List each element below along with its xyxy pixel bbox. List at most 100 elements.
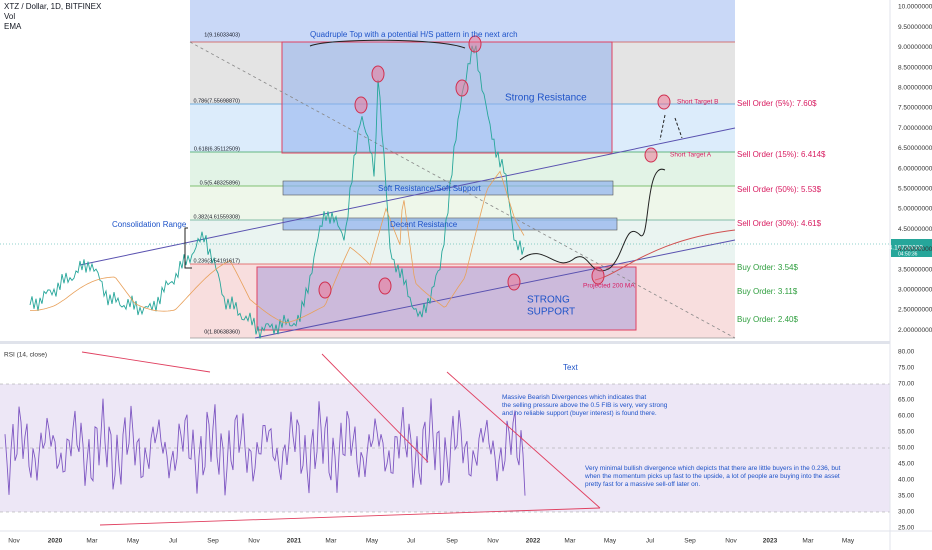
time-label: Nov (725, 538, 737, 545)
order: Sell Order (50%): 5.53$ (737, 185, 822, 194)
price-label: 3.50000000 (898, 266, 932, 273)
symbol: XTZ / Dollar, 1D, BITFINEX (4, 2, 102, 11)
time-label: Mar (564, 538, 576, 545)
fib-band (190, 0, 735, 42)
annotation: Quadruple Top with a potential H/S patte… (310, 30, 518, 39)
annotation: STRONG (527, 295, 570, 306)
current-price: 4.19730000 (889, 245, 924, 252)
price-label: 4.00000000 (898, 246, 932, 253)
note-line: Massive Bearish Divergences which indica… (502, 394, 646, 401)
time-label: 2021 (287, 538, 302, 545)
note-line: pretty fast for a massive sell-off later… (585, 481, 700, 488)
resistance-box (281, 41, 613, 154)
rsi-label: 55.00 (898, 429, 915, 436)
time-label: 2020 (48, 538, 63, 545)
order: Buy Order: 2.40$ (737, 315, 798, 324)
rsi-label: 80.00 (898, 349, 915, 356)
price-label: 6.00000000 (898, 165, 932, 172)
price-candles (29, 45, 525, 339)
order: Sell Order (15%): 6.414$ (737, 150, 826, 159)
fib-label: 1(9.16033403) (204, 32, 240, 38)
price-label: 3.00000000 (898, 287, 932, 294)
fib-label: 0.382(4.61559308) (194, 214, 241, 220)
annotation: Short Target A (670, 152, 712, 159)
annotation: SUPPORT (527, 307, 575, 318)
rsi-label: 60.00 (898, 413, 915, 420)
indicator: Vol (4, 12, 15, 21)
fib-label: 0.786(7.55698870) (194, 98, 241, 104)
price-label: 9.50000000 (898, 24, 932, 31)
time-label: Mar (325, 538, 337, 545)
time-label: May (842, 538, 855, 545)
rsi-label: 30.00 (898, 509, 915, 516)
time-label: May (127, 538, 140, 545)
time-label: May (604, 538, 617, 545)
indicator: EMA (4, 22, 22, 31)
annotation: Text (563, 363, 578, 372)
ema (30, 170, 525, 324)
time-label: 2023 (763, 538, 778, 545)
bracket (184, 227, 192, 269)
rsi-levels (0, 383, 890, 513)
price-label: 7.00000000 (898, 125, 932, 132)
note: Very minimal bullish divergence which de… (584, 465, 841, 488)
time-label: Sep (207, 538, 219, 545)
divergence-lines (81, 351, 601, 526)
price-label: 10.00000000 (898, 4, 932, 11)
note-line: when the momentum picks up fast to the u… (584, 473, 840, 480)
rsi-title: RSI (14, close) (4, 352, 47, 359)
rsi-label: 25.00 (898, 525, 915, 532)
time-label: Mar (802, 538, 814, 545)
note-line: Very minimal bullish divergence which de… (585, 465, 841, 472)
rsi-label: 65.00 (898, 397, 915, 404)
price-label: 6.50000000 (898, 145, 932, 152)
time-label: Jul (407, 538, 416, 545)
price-label: 7.50000000 (898, 105, 932, 112)
price-label: 8.50000000 (898, 64, 932, 71)
annotation: Soft Resistance/Soft Support (378, 184, 482, 193)
rsi-label: 45.00 (898, 461, 915, 468)
price-label: 2.00000000 (898, 327, 932, 334)
annotation: Short Target B (677, 99, 718, 106)
diagonal (189, 41, 736, 339)
time-label: Sep (446, 538, 458, 545)
time-label: May (366, 538, 379, 545)
fib-band (190, 152, 735, 186)
channel-bottom (254, 239, 736, 339)
fib-label: 0(1.80638360) (204, 329, 240, 335)
countdown: 04:50:36 (898, 251, 918, 257)
rsi-line (4, 398, 526, 496)
fib-label: 0.618(6.35112509) (194, 146, 240, 152)
fib-label: 0.5(5.48325896) (200, 180, 241, 186)
bracket (309, 39, 466, 49)
rsi-label: 50.00 (898, 445, 915, 452)
annotation: Decent Resistance (390, 220, 458, 229)
time-label: Jul (169, 538, 178, 545)
order: Sell Order (5%): 7.60$ (737, 99, 817, 108)
price-label: 2.50000000 (898, 307, 932, 314)
price-label: 4.50000000 (898, 226, 932, 233)
pane-divider (0, 341, 932, 344)
channel-top (79, 127, 736, 266)
order: Buy Order: 3.54$ (737, 263, 798, 272)
time-label: Nov (248, 538, 260, 545)
annotation: Consolidation Range (112, 220, 187, 229)
rsi-label: 75.00 (898, 365, 915, 372)
projection (519, 168, 666, 272)
order: Sell Order (30%): 4.61$ (737, 219, 822, 228)
note-line: and no reliable support (buyer interest)… (502, 410, 657, 417)
price-label: 5.50000000 (898, 186, 932, 193)
markers (318, 35, 671, 299)
rsi-label: 40.00 (898, 477, 915, 484)
annotation: Strong Resistance (505, 93, 587, 104)
note: Massive Bearish Divergences which indica… (502, 394, 668, 417)
time-label: Sep (684, 538, 696, 545)
fib-label: 0.236(3.54191617) (194, 258, 241, 264)
time-label: Nov (8, 538, 20, 545)
price-label: 5.00000000 (898, 206, 932, 213)
price-label: 9.00000000 (898, 44, 932, 51)
order: Buy Order: 3.11$ (737, 287, 798, 296)
time-label: Jul (646, 538, 655, 545)
rsi-label: 70.00 (898, 381, 915, 388)
